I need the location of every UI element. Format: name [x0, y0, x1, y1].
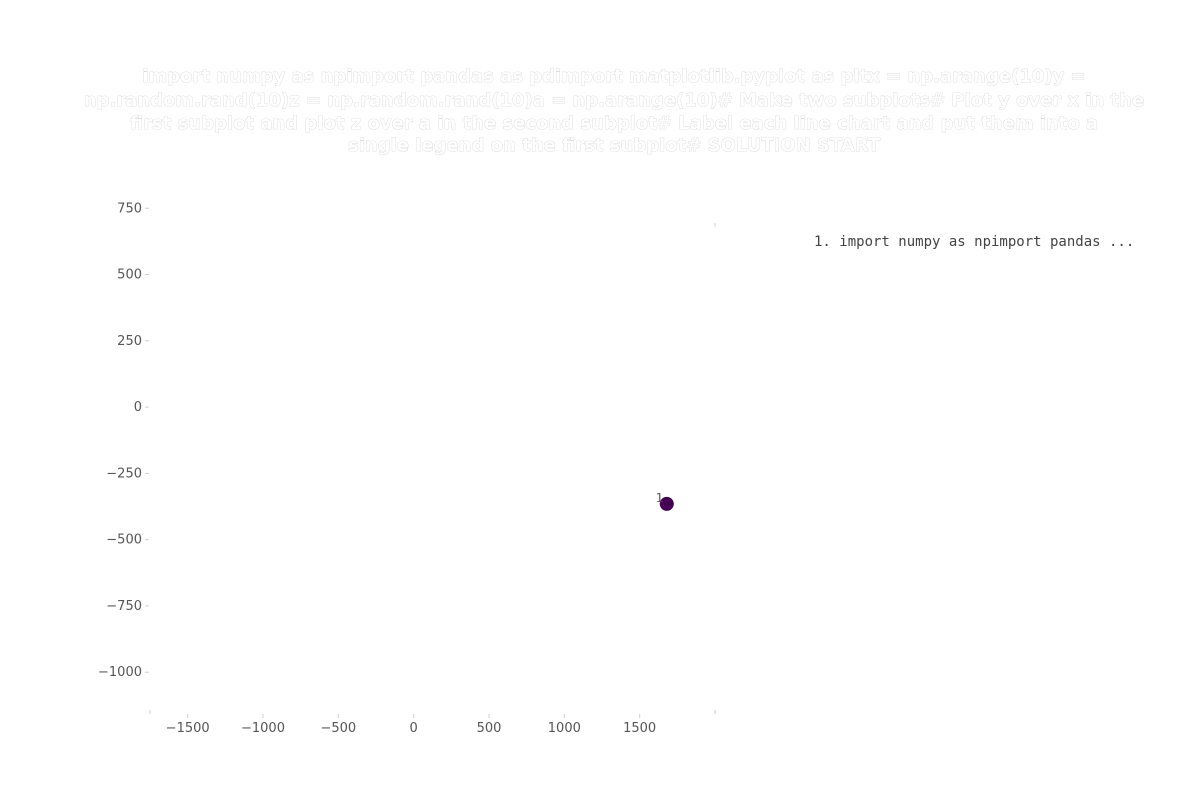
x-tick-label: 1000 — [548, 721, 581, 736]
x-tick-label: −500 — [320, 721, 356, 736]
x-axis-ticks: −1500 −1000 −500 0 500 1000 1500 — [166, 714, 656, 736]
chart-title-line: np.random.rand(10)z = np.random.rand(10)… — [84, 90, 1144, 111]
x-tick-label: −1500 — [166, 721, 210, 736]
x-tick-label: 500 — [477, 721, 502, 736]
y-tick-label: 0 — [134, 400, 142, 415]
y-axis-ticks: 750 500 250 0 −250 −500 −750 −1000 — [98, 201, 149, 680]
data-points: 1 — [656, 491, 674, 511]
y-tick-label: 250 — [117, 334, 142, 349]
chart-title-line: first subplot and plot z over a in the s… — [130, 113, 1098, 134]
y-tick-label: −750 — [106, 599, 142, 614]
chart-title-line: import numpy as npimport pandas as pdimp… — [142, 66, 1085, 87]
chart-title-line: single legend on the first subplot# SOLU… — [348, 135, 881, 156]
legend-entry: 1. import numpy as npimport pandas ... — [814, 234, 1134, 250]
axes — [149, 223, 716, 714]
legend: 1. import numpy as npimport pandas ... — [814, 234, 1134, 250]
x-tick-label: 0 — [410, 721, 418, 736]
data-point-label: 1 — [656, 491, 664, 505]
x-tick-label: 1500 — [623, 721, 656, 736]
data-point — [659, 496, 674, 511]
y-tick-label: 750 — [117, 201, 142, 216]
y-tick-label: −1000 — [98, 665, 142, 680]
x-tick-label: −1000 — [241, 721, 285, 736]
y-tick-label: −500 — [106, 533, 142, 548]
y-tick-label: 500 — [117, 268, 142, 283]
y-tick-label: −250 — [106, 466, 142, 481]
chart-title: import numpy as npimport pandas as pdimp… — [83, 66, 1144, 157]
